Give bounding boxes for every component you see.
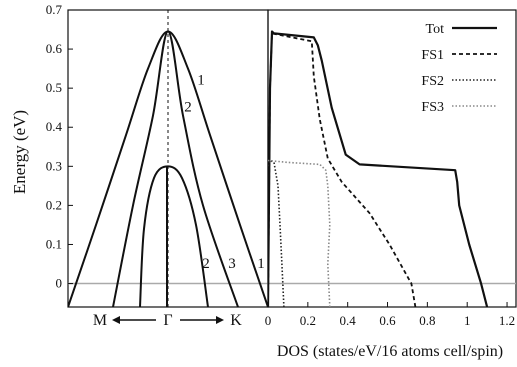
x-tick-label-k: K [230,312,242,329]
x-tick-label: 1.2 [499,313,515,328]
x-tick-label: 0.8 [419,313,435,328]
band-label: 3 [228,256,236,272]
dos-frame [267,9,517,308]
legend: Tot FS1 FS2 FS3 [421,22,497,115]
y-tick-label: 0.2 [46,197,62,212]
legend-label-fs2: FS2 [421,74,444,89]
x-tick-label-m: M [93,312,107,329]
y-tick-label: 0.6 [46,41,63,56]
x-tick-label-gamma: Γ [163,312,172,329]
x-tick-label: 0.2 [300,313,316,328]
band-label: 1 [257,256,265,272]
x-tick-label: 0 [265,313,272,328]
y-tick-label: 0.4 [46,119,63,134]
x-tick-label: 0.6 [379,313,396,328]
band-label: 2 [202,256,210,272]
band-label: 1 [197,72,205,88]
dos-line-tot [268,30,489,307]
x-tick-label: 1 [464,313,471,328]
dos-line-fs3 [268,159,331,307]
y-tick-label: 0.3 [46,158,62,173]
y-tick-label: 0 [56,276,63,291]
x-tick-label: 0.4 [340,313,357,328]
band-label: 2 [184,100,192,116]
band-line-3 [139,165,209,307]
y-tick-label: 0.5 [46,80,62,95]
legend-label-fs3: FS3 [421,100,444,115]
dos-line-fs2 [268,159,285,307]
y-axis-label: Energy (eV) [10,110,29,194]
y-tick-label: 0.7 [46,2,63,17]
legend-label-fs1: FS1 [421,48,444,63]
x-axis-label: DOS (states/eV/16 atoms cell/spin) [277,343,503,360]
y-tick-label: 0.1 [46,236,62,251]
dos-panel: 0 0.2 0.4 0.6 0.8 1 1.2 [265,9,517,328]
arrow-right-head [216,316,224,324]
band-line-2 [112,30,239,307]
legend-label-tot: Tot [426,22,445,37]
arrow-left-head [112,316,120,324]
dos-line-fs1 [268,32,417,307]
